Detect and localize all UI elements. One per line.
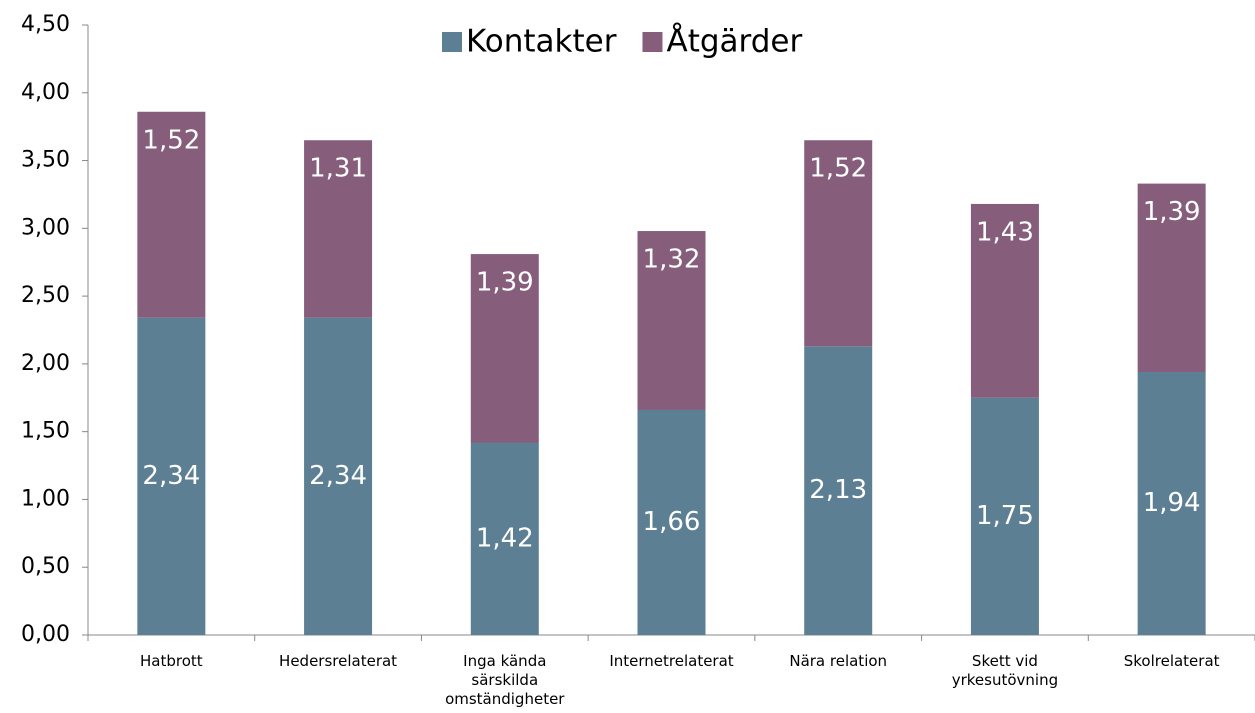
y-tick-label: 0,50 <box>21 554 70 579</box>
data-label: 1,31 <box>309 154 367 184</box>
x-tick-label: Internetrelaterat <box>609 652 734 670</box>
data-label: 2,13 <box>809 475 867 505</box>
x-tick-label: Hatbrott <box>140 652 203 670</box>
bar-segment <box>470 442 539 635</box>
bar-segment <box>970 203 1039 398</box>
bar-segment <box>637 409 706 635</box>
bar-segment <box>304 140 373 318</box>
bar-segment <box>470 254 539 443</box>
data-label: 1,42 <box>476 523 534 553</box>
bar-segment <box>804 346 873 635</box>
legend-swatch <box>442 32 462 52</box>
bar-segment <box>637 231 706 410</box>
data-label: 1,52 <box>142 125 200 155</box>
x-tick-label: Inga kända särskilda omständigheter <box>445 652 565 708</box>
data-label: 1,52 <box>809 154 867 184</box>
y-tick-label: 1,50 <box>21 419 70 444</box>
y-tick-label: 3,00 <box>21 215 70 240</box>
data-label: 1,39 <box>476 268 534 298</box>
data-label: 2,34 <box>309 461 367 491</box>
y-tick-label: 4,50 <box>21 12 70 37</box>
bar-segment <box>137 111 206 318</box>
data-label: 1,75 <box>976 501 1034 531</box>
y-tick-label: 0,00 <box>21 622 70 647</box>
bar-segment <box>137 317 206 635</box>
y-tick-label: 2,50 <box>21 283 70 308</box>
y-tick-label: 3,50 <box>21 148 70 173</box>
x-tick-label: Nära relation <box>789 652 888 670</box>
bar-segment <box>1137 183 1206 373</box>
data-label: 1,94 <box>1143 488 1201 518</box>
data-label: 1,32 <box>643 245 701 275</box>
bar-segment <box>304 317 373 635</box>
legend-label: Åtgärder <box>666 24 802 60</box>
y-tick-label: 1,00 <box>21 486 70 511</box>
x-tick-label: Skett vid yrkesutövning <box>951 652 1059 689</box>
x-tick-label: Hedersrelaterat <box>279 652 398 670</box>
y-tick-label: 4,00 <box>21 80 70 105</box>
data-label: 1,43 <box>976 217 1034 247</box>
y-tick-label: 2,00 <box>21 351 70 376</box>
x-tick-label: Skolrelaterat <box>1123 652 1220 670</box>
legend-swatch <box>642 32 663 52</box>
bar-segment <box>970 397 1039 635</box>
bar-segment <box>1137 372 1206 635</box>
legend-label: Kontakter <box>466 24 617 60</box>
data-label: 2,34 <box>142 461 200 491</box>
data-label: 1,66 <box>643 507 701 537</box>
data-label: 1,39 <box>1143 197 1201 227</box>
bar-segment <box>804 140 873 347</box>
